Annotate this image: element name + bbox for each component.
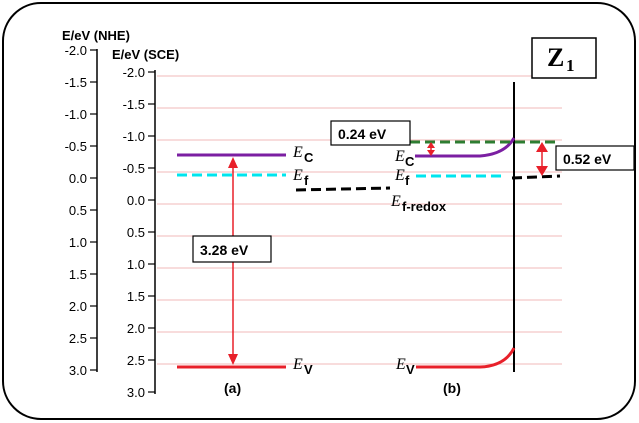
offset-arrow-head-up [536,142,548,152]
nhe-tick: -1.5 [65,75,87,90]
sce-tick: 0.0 [127,193,145,208]
nhe-tick: 1.0 [69,235,87,250]
nhe-tick: 0.0 [69,171,87,186]
title-box: Z 1 [531,37,597,79]
gap-arrow-head-down [228,354,238,365]
ev-label-a: E [292,356,303,373]
sce-tick: 3.0 [127,385,145,400]
sce-tick: 1.5 [127,289,145,304]
ec-label-b: E [394,148,405,165]
gap-arrow-head-up [228,157,238,168]
panel-a: 3.28 eV E C E f E f-redox E V (a) [177,144,447,396]
sce-tick: -1.5 [123,97,145,112]
caption-a: (a) [224,380,241,396]
ec-sub-b: C [405,154,415,169]
caption-b: (b) [443,380,461,396]
nhe-tick: -2.0 [65,43,87,58]
redox-level-b [511,174,561,180]
ev-sub-a: V [304,362,313,377]
nhe-axis: E/eV (NHE) -2.0 -1.5 -1.0 -0.5 0.0 0.5 1… [62,28,130,378]
ec-sub-a: C [304,150,314,165]
sce-tick: 2.5 [127,353,145,368]
nhe-tick: 1.5 [69,267,87,282]
offset-arrow-head-down [536,166,548,176]
offset-label-box [555,145,635,171]
efredox-label: E [390,193,401,210]
sce-tick: -2.0 [123,65,145,80]
offset-label: 0.52 eV [563,151,612,167]
ev-sub-b: V [406,362,415,377]
bend-arrow-head-down [427,150,435,156]
sce-axis: E/eV (SCE) -2.0 -1.5 -1.0 -0.5 0.0 0.5 1… [112,47,179,400]
ef-label-a: E [292,167,303,184]
sce-axis-label: E/eV (SCE) [112,47,179,62]
nhe-tick: 2.5 [69,331,87,346]
panel-b: 0.24 eV 0.52 eV E C E f E V (b) [330,82,635,396]
efredox-sub: f-redox [402,199,447,214]
ef-sub-b: f [405,173,410,188]
bend-label: 0.24 eV [338,126,387,142]
nhe-tick: 3.0 [69,363,87,378]
gap-label: 3.28 eV [200,242,249,258]
sce-tick: -1.0 [123,129,145,144]
sce-tick: 2.0 [127,321,145,336]
nhe-axis-label: E/eV (NHE) [62,28,130,43]
redox-level [295,186,391,192]
nhe-tick: -1.0 [65,107,87,122]
ec-label-a: E [292,144,303,161]
nhe-tick: 0.5 [69,203,87,218]
ef-label-b: E [394,167,405,184]
ef-sub-a: f [304,173,309,188]
sce-tick: -0.5 [123,161,145,176]
title-z: Z [547,43,564,72]
ev-label-b: E [395,356,406,373]
conduction-band-b [415,137,516,158]
nhe-tick: 2.0 [69,299,87,314]
title-sub: 1 [566,56,575,75]
sce-tick: 0.5 [127,225,145,240]
bend-arrow-head-up [427,142,435,148]
bend-label-box [330,120,411,146]
nhe-tick: -0.5 [65,139,87,154]
sce-tick: 1.0 [127,257,145,272]
gap-label-box [192,235,272,263]
valence-band-b [416,347,516,369]
